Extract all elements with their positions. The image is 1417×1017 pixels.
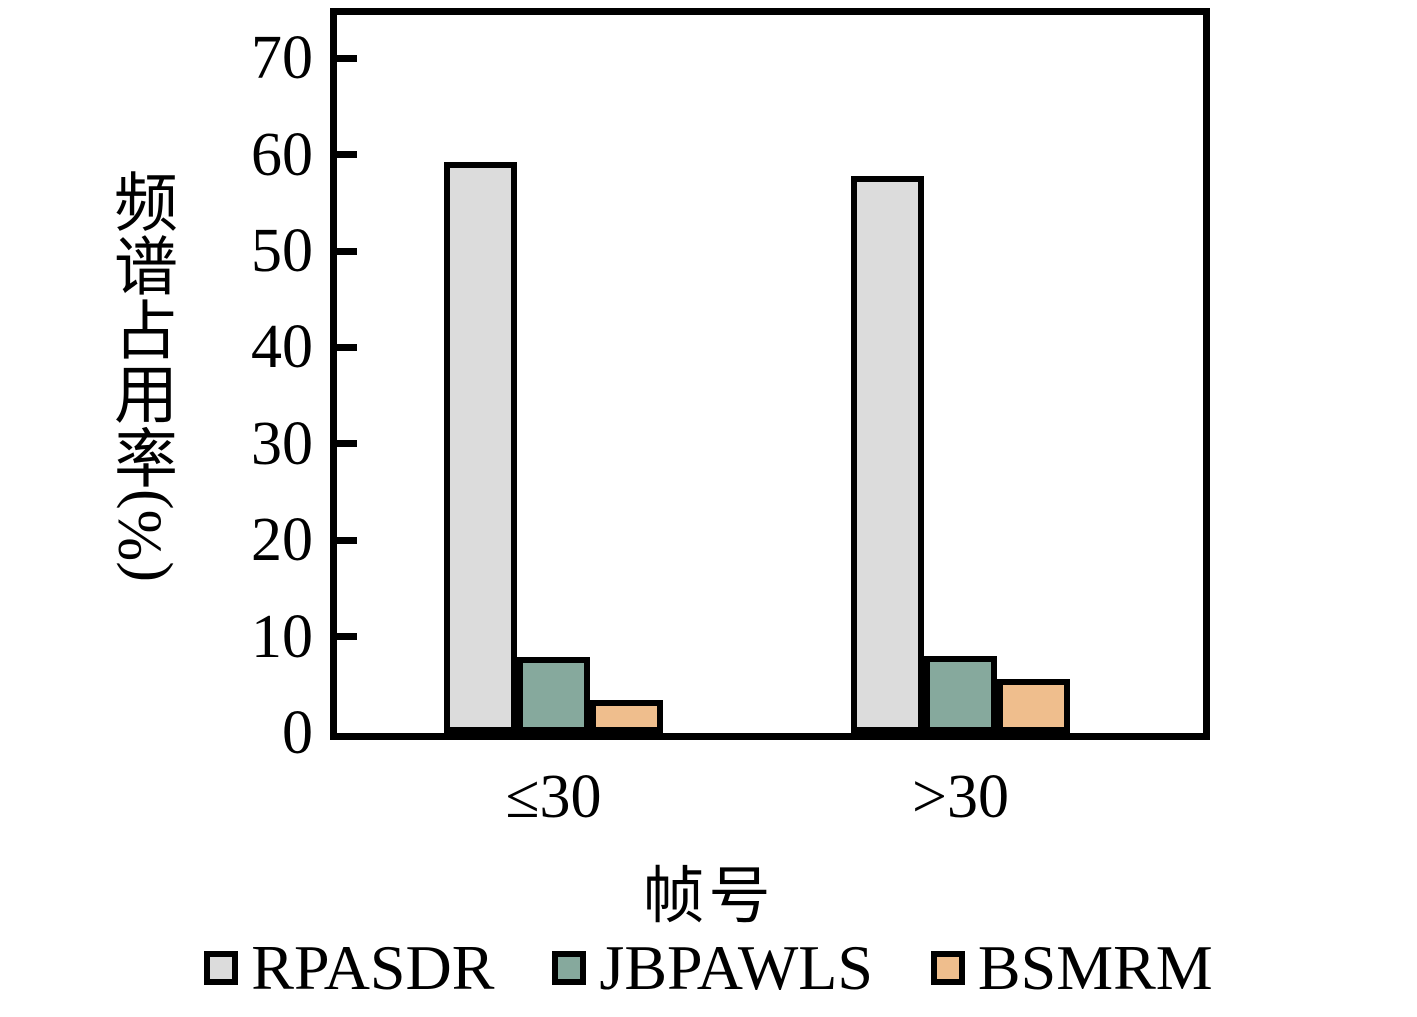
legend-swatch-icon: [930, 951, 965, 985]
y-axis-title-text: 频谱占用率: [105, 168, 176, 489]
bar-jbpawls-group1: [517, 656, 590, 733]
y-axis-tick-mark: [337, 247, 357, 255]
y-axis-title-unit: (%): [106, 488, 174, 582]
x-axis-tick-label: ≤30: [505, 763, 602, 831]
plot-inner: [337, 15, 1203, 733]
y-axis-tick-mark: [337, 633, 357, 641]
y-axis-tick-label: 0: [282, 699, 313, 767]
y-axis-tick-label: 50: [251, 217, 313, 286]
bar-rpasdr-group1: [444, 162, 517, 733]
y-axis-title: 频谱占用率 (%): [104, 110, 176, 640]
y-axis-tick-label: 30: [251, 409, 313, 478]
legend-item-bsmrm[interactable]: BSMRM: [930, 932, 1213, 1003]
y-axis-tick-label: 60: [251, 120, 313, 189]
y-axis-tick-mark: [337, 54, 357, 62]
plot-area: [330, 8, 1210, 740]
bar-rpasdr-group2: [851, 175, 925, 733]
bar-jbpawls-group2: [924, 655, 998, 733]
legend-item-jbpawls[interactable]: JBPAWLS: [552, 935, 873, 1001]
legend-swatch-icon: [552, 951, 587, 985]
legend-swatch-icon: [204, 951, 239, 985]
y-axis-tick-mark: [337, 440, 357, 448]
x-axis-title: 帧号: [642, 863, 775, 931]
legend-label: JBPAWLS: [599, 932, 873, 1003]
y-axis-tick-mark: [337, 151, 357, 159]
y-axis-tick-labels: 0 10 20 30 40 50 60 70: [185, 0, 313, 1017]
y-axis-tick-label: 70: [251, 24, 313, 93]
y-axis-tick-label: 40: [251, 313, 313, 382]
bar-bsmrm-group1: [590, 700, 663, 733]
y-axis-tick-label: 10: [251, 602, 313, 671]
y-axis-tick-mark: [337, 536, 357, 544]
chart-legend: RPASDR JBPAWLS BSMRM: [0, 935, 1417, 1001]
legend-label: BSMRM: [977, 932, 1213, 1003]
legend-item-rpasdr[interactable]: RPASDR: [204, 935, 494, 1001]
bar-bsmrm-group2: [997, 679, 1071, 733]
y-axis-tick-mark: [337, 343, 357, 351]
legend-label: RPASDR: [251, 932, 495, 1003]
x-axis-tick-label: >30: [912, 763, 1009, 831]
y-axis-tick-label: 20: [251, 506, 313, 575]
